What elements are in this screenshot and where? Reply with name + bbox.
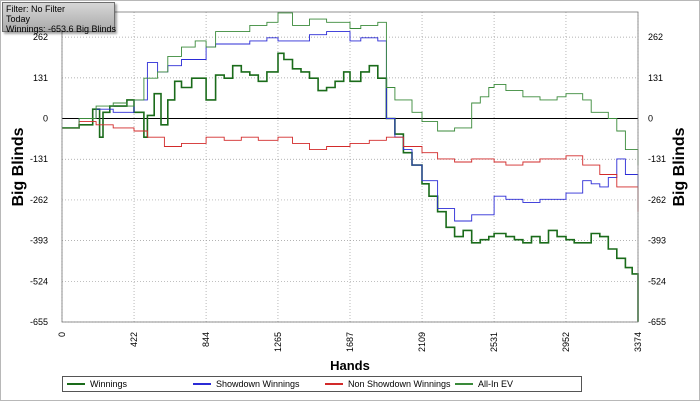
x-tick-label: 422 <box>129 332 139 347</box>
legend-label-all-in-ev: All-In EV <box>478 379 514 389</box>
y-tick-label-left: -262 <box>30 195 48 205</box>
y-tick-label-left: -524 <box>30 276 48 286</box>
filter-winnings: Winnings: -653.6 Big Blinds <box>6 24 117 34</box>
filter-date: Today <box>6 14 31 24</box>
legend-label-non-showdown-winnings: Non Showdown Winnings <box>348 379 451 389</box>
y-axis-label-right: Big Blinds <box>671 127 688 206</box>
filter-text: Filter: No Filter <box>6 4 66 14</box>
y-axis-label-left: Big Blinds <box>10 127 27 206</box>
y-tick-label-left: -655 <box>30 317 48 327</box>
series-line-all-in-ev <box>62 12 639 166</box>
y-tick-label-right: 0 <box>648 114 653 124</box>
x-tick-label: 1265 <box>273 332 283 352</box>
y-tick-label-right: -262 <box>648 195 666 205</box>
x-tick-label: 0 <box>57 332 67 337</box>
legend-item-showdown-winnings[interactable]: Showdown Winnings <box>193 377 300 391</box>
x-tick-label: 2952 <box>561 332 571 352</box>
legend-item-winnings[interactable]: Winnings <box>67 377 127 391</box>
x-axis-label: Hands <box>330 358 370 373</box>
legend-item-non-showdown-winnings[interactable]: Non Showdown Winnings <box>325 377 451 391</box>
y-tick-label-right: -524 <box>648 276 666 286</box>
legend-swatch-non-showdown-winnings <box>325 383 343 385</box>
y-tick-label-left: -131 <box>30 154 48 164</box>
legend-swatch-winnings <box>67 383 85 385</box>
y-tick-label-right: -131 <box>648 154 666 164</box>
x-tick-label: 2109 <box>417 332 427 352</box>
plot-border <box>61 11 639 323</box>
x-tick-label: 2531 <box>489 332 499 352</box>
y-tick-label-left: 262 <box>33 32 48 42</box>
y-tick-label-left: 131 <box>33 73 48 83</box>
legend-swatch-all-in-ev <box>455 383 473 385</box>
x-ticks: 0 422 844 1265 1687 2109 2531 2952 3374 <box>57 332 643 352</box>
y-tick-label-left: -393 <box>30 236 48 246</box>
series-line-non-showdown-winnings <box>62 121 639 212</box>
x-tick-label: 1687 <box>345 332 355 352</box>
filter-panel: Filter: No Filter Today Winnings: -653.6… <box>2 2 117 34</box>
x-tick-label: 844 <box>201 332 211 347</box>
axes-group <box>61 11 639 323</box>
legend-item-all-in-ev[interactable]: All-In EV <box>455 377 513 391</box>
y-tick-label-right: -393 <box>648 236 666 246</box>
grid-lines <box>61 12 639 323</box>
y-tick-label-right: 131 <box>648 73 663 83</box>
y-tick-label-right: -655 <box>648 317 666 327</box>
series-line-winnings <box>62 52 639 322</box>
legend-swatch-showdown-winnings <box>193 383 211 385</box>
legend: Winnings Showdown Winnings Non Showdown … <box>62 376 582 392</box>
y-tick-label-left: 0 <box>43 114 48 124</box>
y-ticks-left: -655 -524 -393 -262 -131 0 131 262 <box>30 32 48 327</box>
legend-label-winnings: Winnings <box>90 379 128 389</box>
y-ticks-right: -655 -524 -393 -262 -131 0 131 262 <box>648 32 666 327</box>
series-group <box>62 12 639 322</box>
x-tick-label: 3374 <box>633 332 643 352</box>
y-tick-label-right: 262 <box>648 32 663 42</box>
legend-label-showdown-winnings: Showdown Winnings <box>216 379 300 389</box>
